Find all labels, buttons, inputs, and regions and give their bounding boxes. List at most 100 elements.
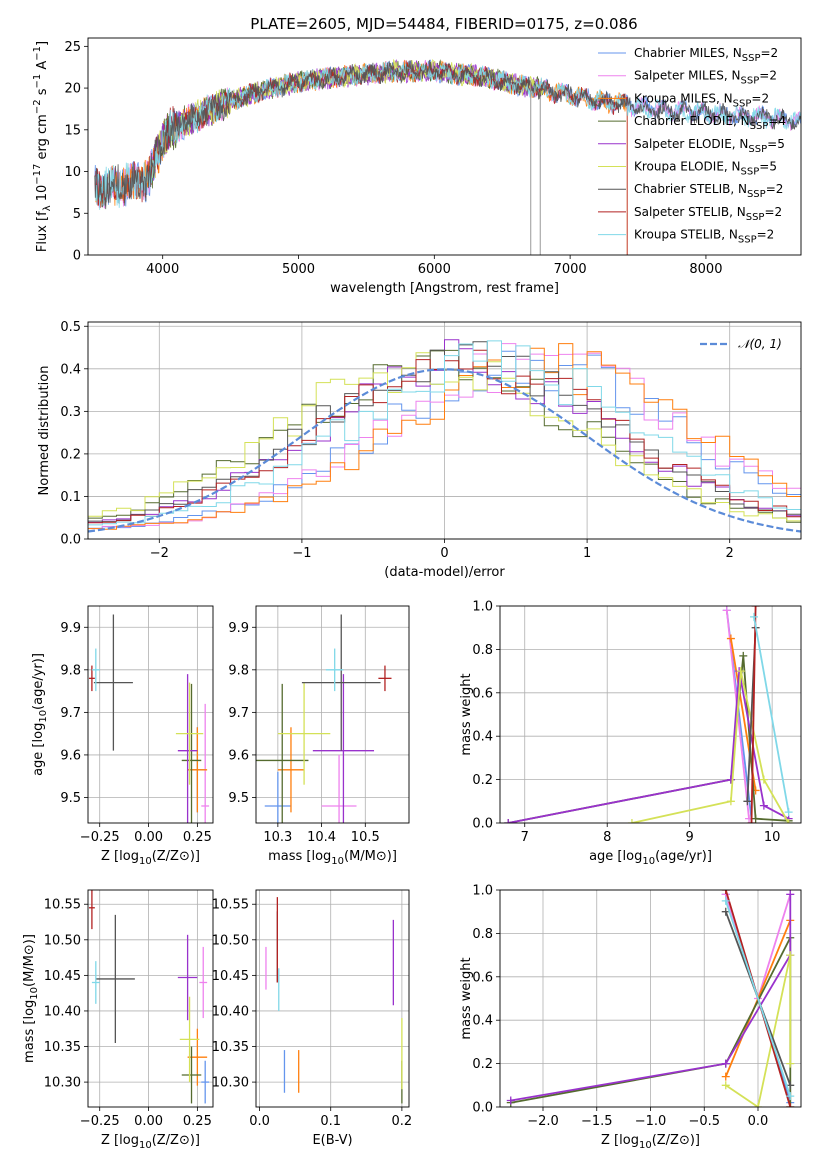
weight-marker — [721, 907, 730, 916]
label-part: A — [35, 61, 50, 74]
weight-marker — [786, 951, 795, 960]
weight-marker — [786, 1103, 795, 1107]
legend-label: Kroupa MILES, NSSP​=2 — [634, 91, 769, 109]
weight-marker — [786, 1092, 795, 1101]
x-tick-label: −2 — [150, 546, 169, 561]
x-tick-label: 10.4 — [307, 830, 336, 845]
y-tick-label: 0.3 — [60, 405, 81, 420]
x-axis-label: wavelength [Angstrom, rest frame] — [330, 281, 559, 296]
weight-marker — [722, 606, 731, 615]
x-tick-label: 0 — [440, 546, 448, 561]
x-tick-label: 7000 — [554, 262, 587, 277]
x-tick-label: −1.0 — [635, 1114, 667, 1129]
label-part: E(B-V) — [312, 1133, 352, 1148]
weight-line — [750, 606, 757, 823]
x-tick-label: −0.25 — [80, 830, 120, 845]
label-part: mass [ — [22, 1020, 37, 1063]
label-part: =2 — [766, 182, 784, 196]
label-part: age [ — [31, 743, 46, 776]
legend-label: Chabrier STELIB, NSSP​=2 — [634, 182, 783, 200]
label-part: Z [ — [101, 1133, 119, 1148]
plot-area — [94, 58, 801, 255]
label-part: 10 — [38, 710, 49, 723]
histogram-step — [88, 339, 801, 523]
legend-label: 𝒩(0, 1) — [738, 337, 782, 351]
plot-area — [265, 897, 403, 1104]
y-tick-label: 9.8 — [60, 663, 81, 678]
y-tick-label: 10.30 — [44, 1076, 81, 1091]
label-part: Chabrier MILES, N — [634, 46, 742, 60]
plot-area — [504, 606, 793, 823]
label-part: Salpeter MILES, N — [634, 69, 741, 83]
x-tick-label: 1 — [583, 546, 591, 561]
y-axis-label: mass weight — [459, 957, 474, 1039]
panel-age-vs-mass: 10.3 10.4 10.5 9.5 9.6 9.7 9.8 9.9 mass [log10​(… — [228, 605, 410, 867]
weight-marker — [751, 814, 760, 823]
label-part: log — [119, 1133, 139, 1148]
label-part: λ — [42, 205, 53, 211]
y-tick-label: 10.30 — [212, 1076, 249, 1091]
label-part: −1 — [32, 46, 43, 61]
y-tick-label: 0.2 — [472, 773, 493, 788]
weight-marker — [747, 819, 756, 823]
x-tick-label: 10 — [764, 830, 781, 845]
label-part: wave — [330, 281, 364, 296]
y-tick-label: 0.4 — [472, 730, 493, 745]
y-tick-label: 0.6 — [472, 686, 493, 701]
y-tick-label: 25 — [64, 40, 81, 55]
label-part: SSP — [741, 76, 760, 87]
label-part: =2 — [751, 91, 769, 105]
weight-marker — [759, 801, 768, 810]
y-axis-label: mass [log10​(M/M⊙)] — [22, 934, 40, 1063]
label-part: log — [623, 849, 643, 864]
label-part: −2 — [32, 99, 43, 114]
label-part: SSP — [738, 235, 757, 246]
x-tick-label: 8000 — [689, 262, 722, 277]
y-tick-label: 10.35 — [44, 1040, 81, 1055]
label-part: =2 — [760, 46, 778, 60]
label-part: =5 — [767, 137, 785, 151]
label-part: 10 — [29, 987, 40, 1000]
x-axis-label: Z [log10​(Z/Z⊙)] — [101, 1133, 200, 1151]
y-tick-label: 0.1 — [60, 490, 81, 505]
axes-frame — [255, 889, 410, 1108]
weight-marker — [749, 612, 758, 621]
legend-label: Kroupa STELIB, NSSP​=2 — [634, 228, 774, 246]
label-part: =5 — [759, 160, 777, 174]
weight-marker — [726, 797, 735, 806]
x-tick-label: 10.3 — [263, 830, 292, 845]
x-axis-label: age [log10​(age/yr)] — [589, 849, 712, 867]
weight-marker — [627, 819, 636, 823]
label-part: SSP — [746, 212, 765, 223]
panel-residual-histogram: −2 −1 0 1 2 0.0 0.1 0.2 0.3 0.4 0.5 𝒩(0, 1) (data-mo… — [37, 320, 802, 580]
gaussian-curve — [88, 368, 801, 533]
weight-marker — [759, 775, 768, 784]
weight-marker — [721, 1072, 730, 1081]
y-tick-label: 9.6 — [60, 748, 81, 763]
label-part: −1 — [32, 74, 43, 89]
y-tick-label: 10.45 — [212, 969, 249, 984]
x-tick-label: 5000 — [282, 262, 315, 277]
label-part: 10 — [139, 856, 152, 867]
y-tick-label: 10.50 — [212, 933, 249, 948]
label-part: l — [364, 281, 368, 296]
weight-line — [631, 670, 790, 823]
x-tick-label: 9 — [686, 830, 694, 845]
y-tick-label: 10 — [64, 165, 81, 180]
plot-area — [88, 614, 210, 823]
label-part: Salpeter STELIB, N — [634, 205, 746, 219]
x-axis-label: E(B-V) — [312, 1133, 352, 1148]
y-tick-label: 15 — [64, 123, 81, 138]
weight-line — [724, 900, 792, 1097]
y-tick-label: 9.9 — [228, 621, 249, 636]
label-part: erg cm — [35, 114, 50, 163]
axes-frame — [499, 605, 802, 824]
weight-line — [753, 616, 790, 813]
y-tick-label: 9.8 — [228, 663, 249, 678]
y-tick-label: 0.0 — [60, 533, 81, 548]
legend-label: Chabrier MILES, NSSP​=2 — [634, 46, 778, 64]
x-tick-label: 0.1 — [320, 1114, 341, 1129]
x-tick-label: 10.5 — [351, 830, 380, 845]
panel-mass-vs-e-b-v-: 0.0 0.1 0.2 10.30 10.35 10.40 10.45 10.50 10.55 E… — [212, 889, 412, 1148]
weight-line — [510, 894, 792, 1102]
